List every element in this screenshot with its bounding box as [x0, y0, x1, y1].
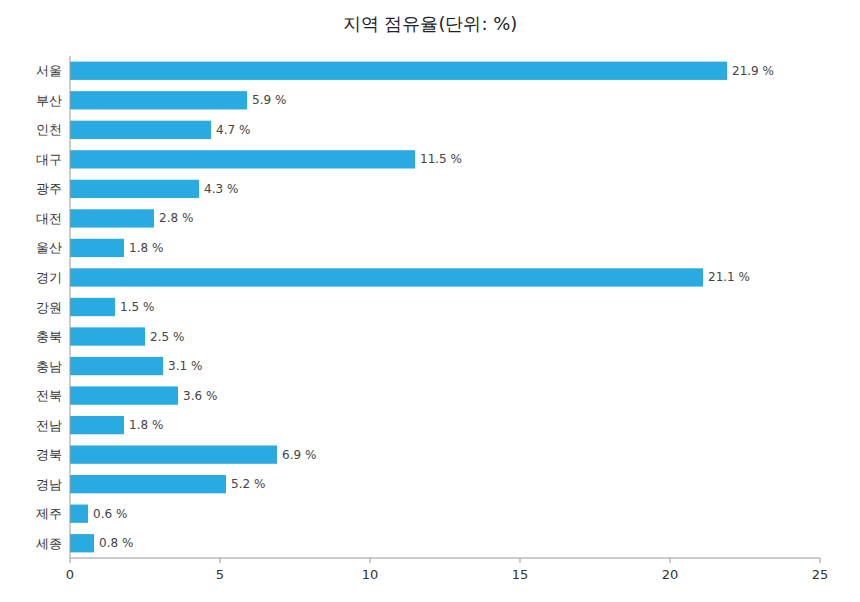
- data-label: 5.9 %: [252, 93, 286, 107]
- category-label: 인천: [36, 122, 62, 137]
- data-label: 11.5 %: [420, 152, 462, 166]
- axes: [70, 56, 820, 558]
- category-label: 대전: [36, 211, 62, 226]
- data-label: 3.1 %: [168, 359, 202, 373]
- category-label: 경북: [36, 447, 62, 462]
- data-label: 2.8 %: [159, 211, 193, 225]
- tick-mark: [520, 558, 521, 563]
- bar: [70, 268, 703, 286]
- x-axis-line: [70, 558, 820, 559]
- data-label: 0.8 %: [99, 536, 133, 550]
- category-label: 제주: [36, 506, 62, 521]
- category-labels: 세종 제주 경남 경북 전남 전북 충남 충북 강원 경기 울산 대전 광주 대구 인천 부산 서울: [36, 63, 62, 550]
- tick-mark: [670, 558, 671, 563]
- data-labels: 0.8 % 0.6 % 5.2 % 6.9 % 1.8 % 3.6 % 3.1 % 2.5 %…: [93, 64, 774, 550]
- category-label: 충남: [36, 359, 62, 374]
- category-label: 전남: [36, 418, 62, 433]
- category-label: 전북: [36, 388, 62, 403]
- data-label: 21.1 %: [708, 270, 750, 284]
- bar: [70, 239, 124, 257]
- bar: [70, 416, 124, 434]
- category-label: 세종: [36, 536, 62, 551]
- bar: [70, 180, 199, 198]
- bar: [70, 150, 415, 168]
- data-label: 4.3 %: [204, 182, 238, 196]
- category-label: 울산: [36, 240, 62, 255]
- value-ticks: 0 5 10 15 20 25: [66, 558, 828, 582]
- bar: [70, 121, 211, 139]
- category-label: 강원: [36, 300, 62, 315]
- data-label: 4.7 %: [216, 123, 250, 137]
- tick-label: 20: [662, 567, 679, 582]
- category-label: 경남: [36, 477, 62, 492]
- tick-mark: [220, 558, 221, 563]
- tick-label: 10: [362, 567, 379, 582]
- data-label: 1.5 %: [120, 300, 154, 314]
- bar: [70, 445, 277, 463]
- data-label: 5.2 %: [231, 477, 265, 491]
- bars: [70, 62, 727, 553]
- data-label: 2.5 %: [150, 330, 184, 344]
- zero-line: [70, 56, 71, 558]
- category-label: 대구: [36, 152, 62, 167]
- bar: [70, 357, 163, 375]
- tick-label: 0: [66, 567, 74, 582]
- category-label: 경기: [36, 270, 62, 285]
- tick-label: 15: [512, 567, 529, 582]
- tick-mark: [70, 558, 71, 563]
- tick-label: 25: [812, 567, 829, 582]
- bar: [70, 91, 247, 109]
- data-label: 1.8 %: [129, 241, 163, 255]
- data-label: 1.8 %: [129, 418, 163, 432]
- title: 지역 점유율(단위: %): [343, 13, 518, 34]
- tick-mark: [370, 558, 371, 563]
- bar: [70, 534, 94, 552]
- bar: [70, 327, 145, 345]
- page: {"chart_data": {"type": "bar", "orientat…: [0, 0, 860, 602]
- bar: [70, 62, 727, 80]
- bar: [70, 475, 226, 493]
- bar: [70, 505, 88, 523]
- category-label: 부산: [36, 93, 62, 108]
- bar: [70, 209, 154, 227]
- data-label: 3.6 %: [183, 389, 217, 403]
- chart: 지역 점유율(단위: %) 0 5 10 15 20 25 세종 제주 경남 경북 전남 전북 충남 충북 강…: [0, 0, 860, 602]
- bar: [70, 298, 115, 316]
- data-label: 6.9 %: [282, 448, 316, 462]
- data-label: 21.9 %: [732, 64, 774, 78]
- category-label: 충북: [36, 329, 62, 344]
- category-label: 서울: [36, 63, 62, 78]
- tick-mark: [820, 558, 821, 563]
- tick-label: 5: [216, 567, 224, 582]
- category-label: 광주: [36, 181, 62, 196]
- bar: [70, 386, 178, 404]
- data-label: 0.6 %: [93, 507, 127, 521]
